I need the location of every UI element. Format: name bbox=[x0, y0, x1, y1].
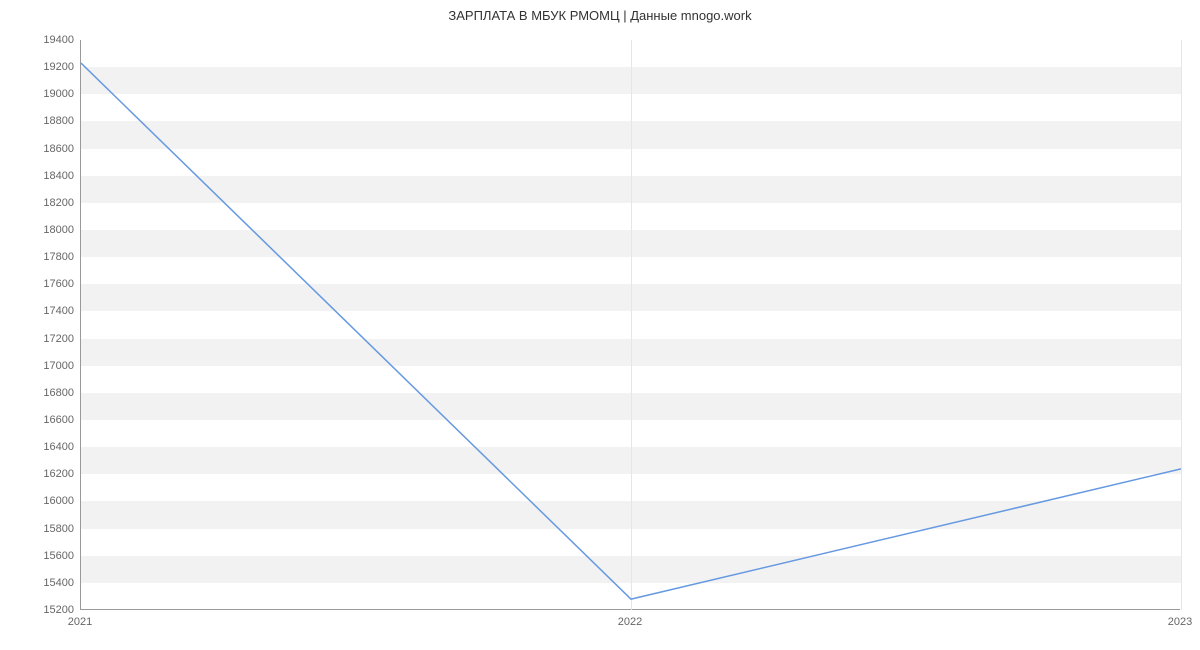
y-tick-label: 18000 bbox=[14, 224, 74, 236]
y-tick-label: 15400 bbox=[14, 577, 74, 589]
x-tick-label: 2023 bbox=[1168, 616, 1192, 628]
plot-area bbox=[80, 40, 1180, 610]
y-tick-label: 17200 bbox=[14, 333, 74, 345]
y-tick-label: 15800 bbox=[14, 523, 74, 535]
y-tick-label: 16200 bbox=[14, 468, 74, 480]
y-tick-label: 16000 bbox=[14, 495, 74, 507]
y-tick-label: 16800 bbox=[14, 387, 74, 399]
y-tick-label: 18800 bbox=[14, 115, 74, 127]
y-tick-label: 19000 bbox=[14, 88, 74, 100]
y-tick-label: 17800 bbox=[14, 251, 74, 263]
y-tick-label: 16600 bbox=[14, 414, 74, 426]
x-tick-label: 2022 bbox=[618, 616, 642, 628]
y-tick-label: 15200 bbox=[14, 604, 74, 616]
chart-container: 1520015400156001580016000162001640016600… bbox=[80, 40, 1180, 610]
y-tick-label: 19400 bbox=[14, 34, 74, 46]
line-series bbox=[81, 40, 1181, 610]
y-tick-label: 16400 bbox=[14, 441, 74, 453]
x-tick-label: 2021 bbox=[68, 616, 92, 628]
y-tick-label: 15600 bbox=[14, 550, 74, 562]
x-grid-line bbox=[1181, 40, 1182, 610]
y-tick-label: 18600 bbox=[14, 143, 74, 155]
chart-title: ЗАРПЛАТА В МБУК РМОМЦ | Данные mnogo.wor… bbox=[0, 0, 1200, 23]
y-tick-label: 17600 bbox=[14, 278, 74, 290]
y-tick-label: 17400 bbox=[14, 305, 74, 317]
y-tick-label: 17000 bbox=[14, 360, 74, 372]
y-tick-label: 18200 bbox=[14, 197, 74, 209]
y-tick-label: 18400 bbox=[14, 170, 74, 182]
y-tick-label: 19200 bbox=[14, 61, 74, 73]
